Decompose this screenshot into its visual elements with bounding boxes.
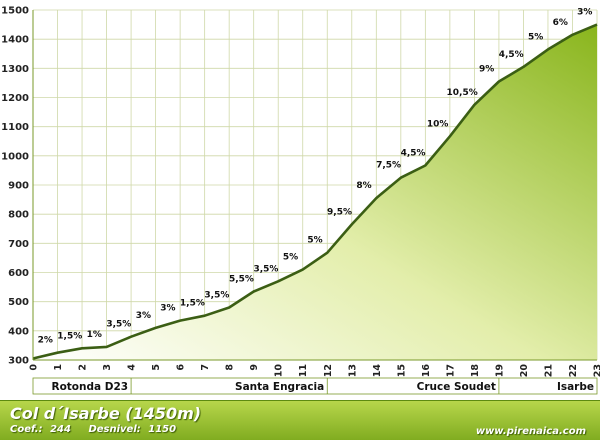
x-tick-label: 5	[151, 364, 162, 371]
grade-label: 5%	[307, 236, 322, 246]
x-tick-label: 11	[298, 364, 309, 377]
y-tick-label: 1000	[1, 151, 29, 162]
y-tick-label: 1200	[1, 93, 29, 104]
x-tick-label: 6	[176, 364, 187, 371]
x-tick-label: 12	[323, 364, 334, 377]
grade-label: 3%	[577, 8, 592, 18]
y-tick-label: 1400	[1, 35, 29, 46]
y-tick-label: 300	[8, 356, 29, 367]
site-link[interactable]: www.pirenaica.com	[475, 426, 586, 437]
chart-title: Col d´Isarbe (1450m)	[10, 404, 202, 423]
y-tick-label: 500	[8, 297, 29, 308]
grade-label: 8%	[356, 181, 371, 191]
grade-label: 10,5%	[447, 88, 478, 98]
grade-label: 4,5%	[401, 148, 426, 158]
x-tick-label: 18	[470, 364, 481, 378]
y-tick-label: 1100	[1, 122, 29, 133]
x-tick-label: 17	[445, 364, 456, 377]
grade-label: 5%	[283, 253, 298, 263]
grade-label: 3,5%	[106, 320, 131, 330]
x-tick-label: 2	[78, 364, 89, 371]
x-tick-label: 19	[494, 364, 505, 377]
y-tick-label: 600	[8, 268, 29, 279]
x-tick-label: 9	[249, 364, 260, 371]
x-tick-label: 3	[102, 364, 113, 371]
elevation-line	[32, 23, 598, 360]
grade-label: 9%	[479, 64, 494, 74]
footer-band	[0, 400, 600, 440]
grade-label: 3%	[160, 304, 175, 314]
grade-label: 5%	[528, 32, 543, 42]
grade-label: 3,5%	[204, 291, 229, 301]
grade-label: 4,5%	[499, 50, 524, 60]
grade-label: 9,5%	[327, 207, 352, 217]
grade-labels: 2% 1,5% 1%3,5%3%3% 1,5%3,5%5,5%3,5%5%5%9,5%…	[38, 8, 593, 346]
grade-label: 3%	[136, 311, 151, 321]
desnivel-value: 1150	[148, 424, 177, 435]
grade-label: 6%	[553, 18, 568, 28]
place-labels: Rotonda D23 Santa Engracia Cruce Soudet Isa…	[32, 377, 598, 395]
x-tick-label: 21	[543, 364, 554, 377]
x-tick-label: 8	[225, 364, 236, 371]
grade-label: 2%	[38, 336, 53, 346]
y-tick-label: 800	[8, 210, 29, 221]
grade-label: 1%	[87, 330, 102, 340]
grade-label: 1,5%	[57, 331, 82, 341]
place-label: Cruce Soudet	[417, 381, 496, 393]
place-label: Rotonda D23	[51, 381, 128, 393]
x-tick-label: 23	[593, 364, 600, 377]
grade-label: 3,5%	[253, 264, 278, 274]
x-tick-label: 1	[53, 364, 64, 371]
x-tick-label: 15	[396, 364, 407, 377]
stats-line: Coef.: 244 Desnivel: 1150	[10, 424, 180, 435]
grade-label: 5,5%	[229, 274, 254, 284]
y-tick-label: 1500	[1, 6, 29, 17]
elevation-area	[32, 23, 598, 360]
x-tick-label: 7	[200, 364, 211, 371]
desnivel-label: Desnivel:	[88, 424, 141, 435]
x-tick-label: 14	[372, 364, 383, 378]
x-tick-label: 16	[421, 364, 432, 378]
coef-label: Coef.:	[10, 424, 43, 435]
place-strip	[32, 377, 598, 395]
y-tick-label: 400	[8, 326, 29, 337]
place-label: Isarbe	[557, 381, 594, 393]
y-tick-label: 1300	[1, 64, 29, 75]
x-tick-label: 4	[127, 364, 138, 371]
grade-label: 7,5%	[376, 161, 401, 171]
x-tick-label: 20	[519, 364, 530, 378]
x-tick-label: 10	[274, 364, 285, 378]
y-tick-label: 700	[8, 239, 29, 250]
axes: 3004005006007008009001000110012001300140…	[1, 6, 600, 378]
grade-label: 1,5%	[180, 299, 205, 309]
y-tick-label: 900	[8, 181, 29, 192]
area-fill	[33, 24, 597, 360]
x-tick-label: 0	[29, 364, 40, 371]
grade-label: 10%	[427, 119, 449, 129]
coef-value: 244	[50, 424, 71, 435]
x-tick-label: 22	[568, 364, 579, 377]
x-tick-label: 13	[347, 364, 358, 377]
place-label: Santa Engracia	[235, 381, 324, 393]
